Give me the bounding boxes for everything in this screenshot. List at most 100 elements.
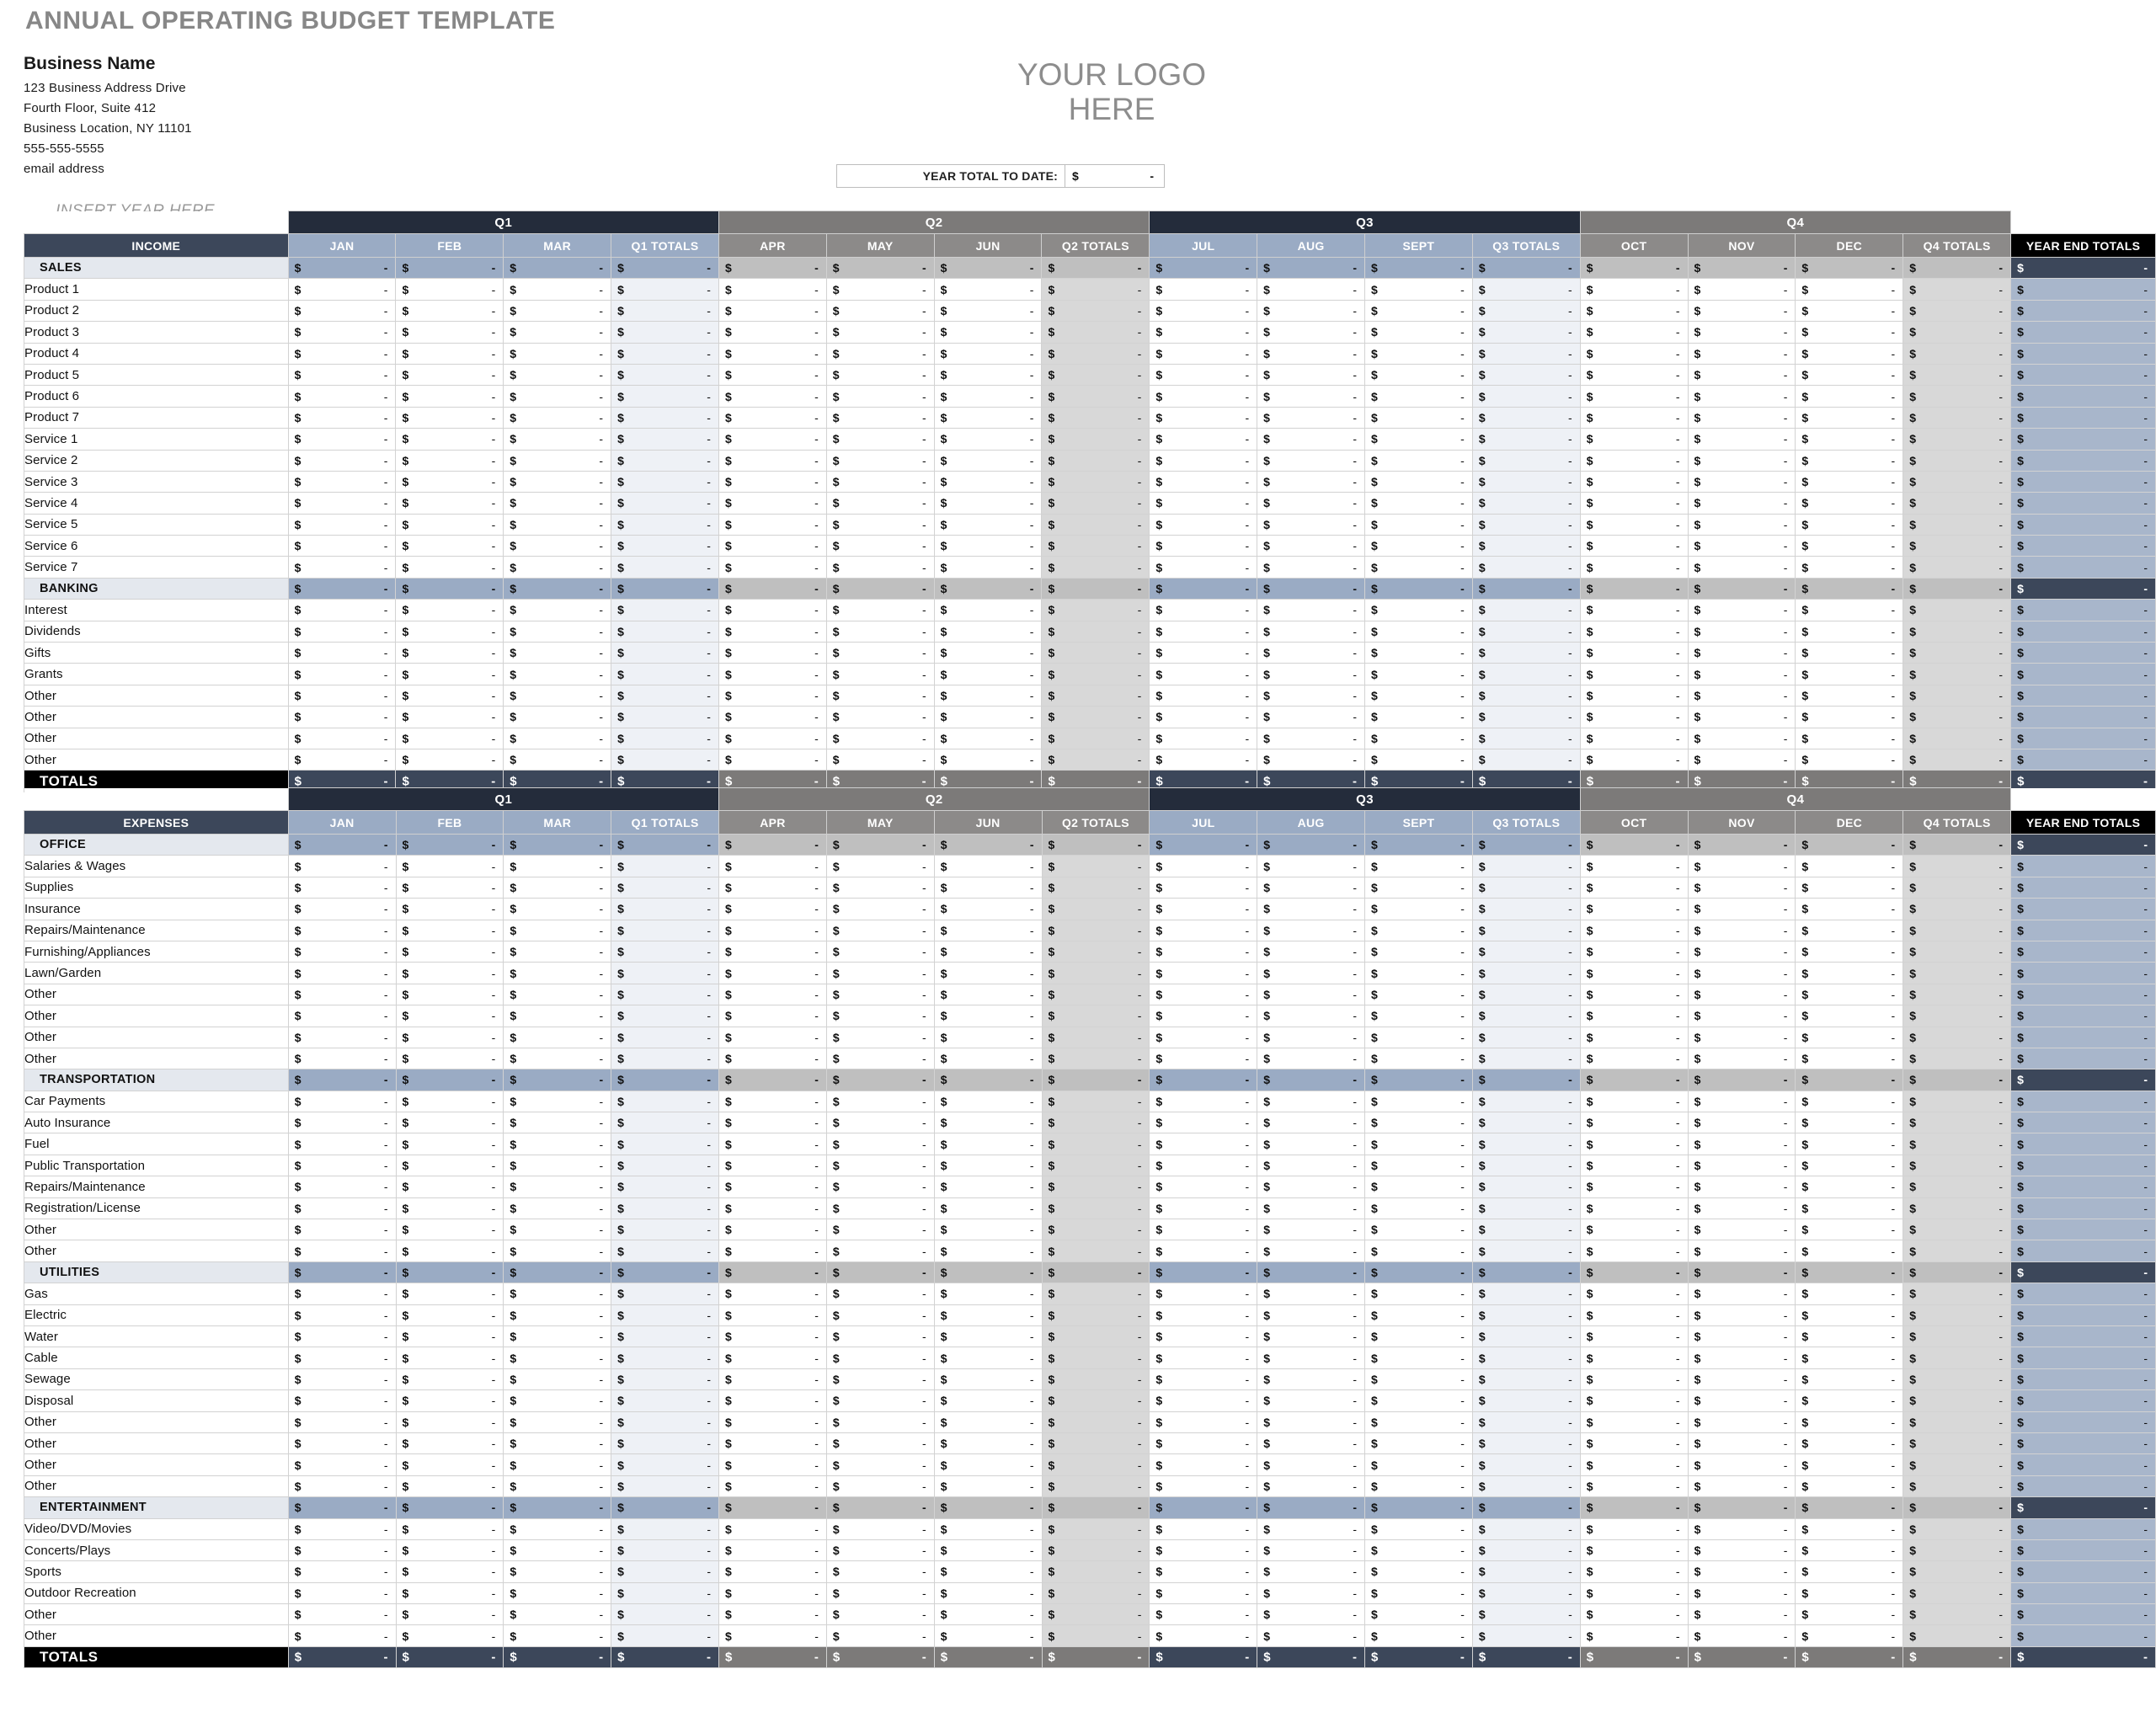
month-amount-cell[interactable]: $ - [1579, 1026, 1689, 1048]
section-month-cell[interactable]: $ - [1579, 577, 1689, 600]
quarter-total-cell[interactable]: $ - [1041, 983, 1150, 1006]
month-amount-cell[interactable]: $ - [503, 727, 612, 749]
month-amount-cell[interactable]: $ - [1795, 684, 1904, 707]
month-amount-cell[interactable]: $ - [287, 1219, 397, 1241]
quarter-total-cell[interactable]: $ - [611, 1453, 720, 1476]
quarter-total-cell[interactable]: $ - [1471, 342, 1581, 365]
month-amount-cell[interactable]: $ - [395, 1560, 504, 1583]
quarter-total-cell[interactable]: $ - [1471, 1283, 1581, 1305]
quarter-total-cell[interactable]: $ - [1903, 727, 2012, 749]
month-amount-cell[interactable]: $ - [718, 1411, 827, 1433]
section-month-cell[interactable]: $ - [287, 1261, 397, 1284]
quarter-total-cell[interactable]: $ - [1041, 1283, 1150, 1305]
month-amount-cell[interactable]: $ - [933, 1325, 1043, 1348]
month-amount-cell[interactable]: $ - [287, 535, 397, 557]
quarter-total-cell[interactable]: $ - [1041, 855, 1150, 877]
totals-year-end-cell[interactable]: $ - [2010, 1645, 2156, 1669]
month-amount-cell[interactable]: $ - [933, 1581, 1043, 1605]
year-end-total-cell[interactable]: $ - [2010, 1219, 2156, 1241]
quarter-total-cell[interactable]: $ - [611, 470, 719, 493]
month-amount-cell[interactable]: $ - [1257, 706, 1365, 728]
month-amount-cell[interactable]: $ - [1795, 535, 1904, 557]
month-amount-cell[interactable]: $ - [1257, 1560, 1366, 1583]
month-amount-cell[interactable]: $ - [1795, 342, 1904, 365]
row-label[interactable]: Insurance [24, 898, 289, 920]
section-quarter-total-cell[interactable]: $ - [611, 833, 720, 856]
section-month-cell[interactable]: $ - [825, 577, 935, 600]
month-amount-cell[interactable]: $ - [1364, 684, 1473, 707]
month-amount-cell[interactable]: $ - [503, 663, 612, 685]
month-amount-cell[interactable]: $ - [1687, 1475, 1796, 1498]
row-label[interactable]: Public Transportation [24, 1154, 289, 1177]
month-amount-cell[interactable]: $ - [1579, 620, 1689, 643]
year-end-total-cell[interactable]: $ - [2010, 748, 2156, 771]
quarter-total-cell[interactable]: $ - [611, 1603, 720, 1626]
month-amount-cell[interactable]: $ - [503, 342, 612, 365]
month-amount-cell[interactable]: $ - [1364, 1624, 1473, 1647]
month-amount-cell[interactable]: $ - [718, 1475, 827, 1498]
section-month-cell[interactable]: $ - [1257, 577, 1365, 600]
month-amount-cell[interactable]: $ - [933, 1475, 1043, 1498]
quarter-total-cell[interactable]: $ - [611, 1389, 720, 1412]
month-amount-cell[interactable]: $ - [395, 940, 504, 963]
month-amount-cell[interactable]: $ - [287, 919, 397, 941]
month-amount-cell[interactable]: $ - [395, 706, 504, 728]
month-amount-cell[interactable]: $ - [503, 1560, 612, 1583]
month-amount-cell[interactable]: $ - [825, 470, 935, 493]
month-amount-cell[interactable]: $ - [1687, 1325, 1796, 1348]
month-amount-cell[interactable]: $ - [1257, 1112, 1366, 1134]
month-amount-cell[interactable]: $ - [1149, 1176, 1258, 1198]
month-amount-cell[interactable]: $ - [825, 1112, 935, 1134]
month-amount-cell[interactable]: $ - [395, 1154, 504, 1177]
month-amount-cell[interactable]: $ - [933, 406, 1043, 429]
month-amount-cell[interactable]: $ - [1364, 642, 1473, 664]
month-amount-cell[interactable]: $ - [1364, 1154, 1473, 1177]
month-amount-cell[interactable]: $ - [503, 898, 612, 920]
quarter-total-cell[interactable]: $ - [1041, 535, 1150, 557]
row-label[interactable]: Other [24, 983, 289, 1006]
section-month-cell[interactable]: $ - [718, 1069, 827, 1091]
totals-quarter-cell[interactable]: $ - [1471, 1645, 1581, 1669]
totals-month-cell[interactable]: $ - [1257, 1645, 1366, 1669]
month-amount-cell[interactable]: $ - [287, 492, 397, 515]
quarter-total-cell[interactable]: $ - [611, 1154, 720, 1177]
month-amount-cell[interactable]: $ - [503, 470, 612, 493]
month-amount-cell[interactable]: $ - [1795, 940, 1904, 963]
month-amount-cell[interactable]: $ - [1149, 940, 1258, 963]
month-amount-cell[interactable]: $ - [1257, 1453, 1366, 1476]
row-label[interactable]: Dividends [24, 620, 289, 643]
row-label[interactable]: Other [24, 1026, 289, 1048]
row-label[interactable]: Service 2 [24, 449, 289, 472]
month-amount-cell[interactable]: $ - [1687, 940, 1796, 963]
month-amount-cell[interactable]: $ - [1687, 962, 1796, 984]
month-amount-cell[interactable]: $ - [1795, 449, 1904, 472]
section-quarter-total-cell[interactable]: $ - [1471, 833, 1581, 856]
month-amount-cell[interactable]: $ - [1257, 642, 1365, 664]
month-amount-cell[interactable]: $ - [1149, 1325, 1258, 1348]
quarter-total-cell[interactable]: $ - [1471, 1219, 1581, 1241]
quarter-total-cell[interactable]: $ - [1903, 1560, 2012, 1583]
totals-quarter-cell[interactable]: $ - [611, 1645, 720, 1669]
month-amount-cell[interactable]: $ - [825, 1026, 935, 1048]
quarter-total-cell[interactable]: $ - [611, 663, 719, 685]
section-month-cell[interactable]: $ - [1364, 1261, 1473, 1284]
quarter-total-cell[interactable]: $ - [1471, 962, 1581, 984]
month-amount-cell[interactable]: $ - [825, 1047, 935, 1070]
quarter-total-cell[interactable]: $ - [611, 1304, 720, 1326]
quarter-total-cell[interactable]: $ - [1041, 1432, 1150, 1455]
year-end-total-cell[interactable]: $ - [2010, 513, 2156, 536]
quarter-total-cell[interactable]: $ - [1471, 748, 1581, 771]
month-amount-cell[interactable]: $ - [718, 1005, 827, 1027]
month-amount-cell[interactable]: $ - [395, 1304, 504, 1326]
totals-quarter-cell[interactable]: $ - [1903, 1645, 2012, 1669]
month-amount-cell[interactable]: $ - [718, 342, 827, 365]
quarter-total-cell[interactable]: $ - [611, 876, 720, 899]
month-amount-cell[interactable]: $ - [933, 342, 1043, 365]
section-quarter-total-cell[interactable]: $ - [1903, 1496, 2012, 1519]
month-amount-cell[interactable]: $ - [1579, 1005, 1689, 1027]
month-amount-cell[interactable]: $ - [718, 1581, 827, 1605]
quarter-total-cell[interactable]: $ - [611, 1047, 720, 1070]
month-amount-cell[interactable]: $ - [718, 620, 827, 643]
month-amount-cell[interactable]: $ - [933, 428, 1043, 451]
month-amount-cell[interactable]: $ - [395, 1517, 504, 1540]
